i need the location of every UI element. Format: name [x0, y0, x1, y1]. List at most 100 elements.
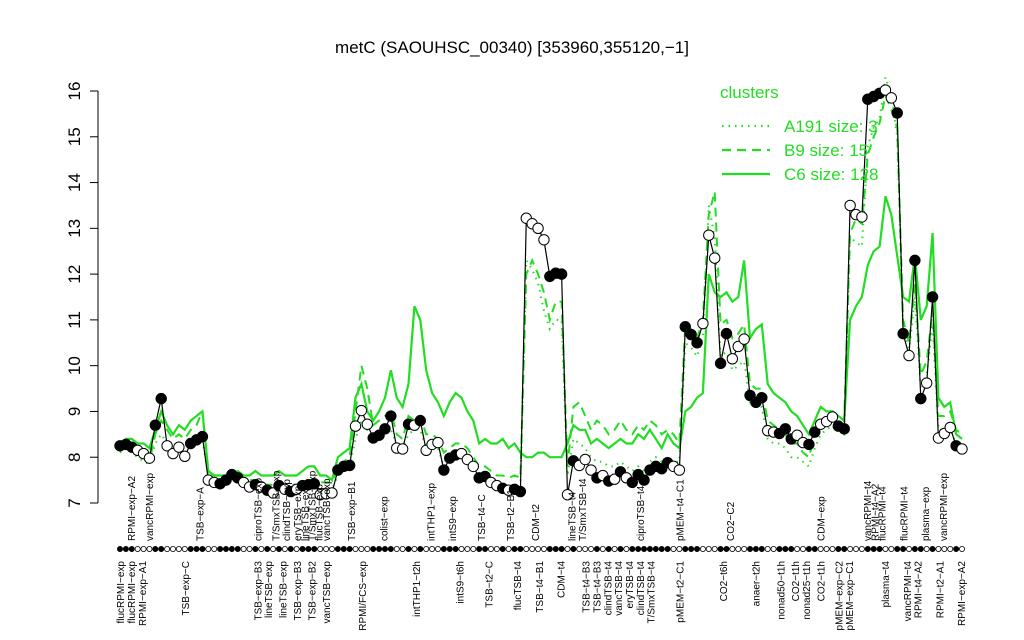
- x-label-bottom: TSB−exp−C: [181, 561, 192, 615]
- data-point: [155, 392, 167, 405]
- x-label-bottom: eryTSB−t4: [625, 561, 636, 609]
- data-point: [673, 464, 686, 476]
- x-label-bottom: lineTSB−exp: [264, 561, 275, 618]
- x-label-bottom: lineTSB−exp: [279, 561, 290, 618]
- x-label-bottom: RPMI−exp−A1: [138, 561, 149, 626]
- data-point: [343, 459, 356, 472]
- strip-dot: [853, 546, 860, 553]
- strip-dot: [593, 546, 600, 553]
- data-point: [414, 414, 426, 427]
- strip-dot: [917, 546, 924, 553]
- strip-dot: [906, 546, 913, 553]
- x-label-bottom: CO2−t1h: [791, 561, 802, 601]
- data-point: [756, 392, 768, 404]
- y-tick-label: 13: [65, 219, 84, 238]
- strip-dot: [487, 546, 494, 553]
- strip-dot: [923, 546, 930, 553]
- data-point: [638, 474, 650, 486]
- strip-dot: [164, 546, 171, 553]
- strip-dot: [470, 546, 477, 553]
- strip-dot: [829, 546, 836, 553]
- strip-dot: [122, 546, 129, 553]
- x-label-top: vancRPMI−exp: [939, 472, 950, 541]
- cluster-line-dotted: [119, 76, 963, 491]
- strip-dot: [405, 546, 412, 553]
- data-point: [467, 460, 479, 473]
- data-point: [385, 410, 397, 422]
- data-point: [161, 440, 173, 452]
- data-point: [720, 327, 733, 340]
- strip-dot: [558, 546, 565, 553]
- strip-dot: [729, 546, 736, 553]
- data-point: [308, 478, 321, 490]
- strip-dot: [140, 546, 147, 553]
- strip-dot: [741, 546, 748, 553]
- data-point: [897, 327, 909, 340]
- x-label-top: RPMI−exp−A2: [127, 476, 138, 541]
- strip-dot: [552, 546, 559, 553]
- data-point: [909, 254, 921, 267]
- data-point: [608, 473, 621, 485]
- strip-dot: [870, 546, 877, 553]
- strip-dot: [576, 546, 583, 553]
- strip-dot: [429, 546, 436, 553]
- x-axis-labels: RPMI−exp−A2 vancRPMI−exp TSB−exp−A ciproTSB…: [116, 470, 968, 630]
- strip-dot: [370, 546, 377, 553]
- strip-dot: [588, 546, 595, 553]
- data-point: [944, 421, 956, 434]
- strip-dot: [334, 546, 341, 553]
- data-point: [626, 476, 638, 489]
- strip-dot: [758, 546, 765, 553]
- strip-dot: [717, 546, 724, 553]
- data-point: [844, 199, 856, 212]
- strip-dot: [464, 546, 471, 553]
- strip-dot: [770, 546, 777, 553]
- strip-dot: [505, 546, 512, 553]
- strip-dot: [328, 546, 335, 553]
- strip-dot: [311, 546, 318, 553]
- strip-dot: [381, 546, 388, 553]
- x-label-bottom: TSB−exp−B3: [253, 561, 264, 621]
- strip-dot: [752, 546, 759, 553]
- strip-dot: [240, 546, 247, 553]
- strip-dot: [959, 546, 966, 553]
- strip-dot: [364, 546, 371, 553]
- x-label-bottom: CO2−t6h: [719, 561, 730, 601]
- strip-dot: [876, 546, 883, 553]
- strip-dot: [287, 546, 294, 553]
- strip-dot: [423, 546, 430, 553]
- x-label-bottom: TSB−t2−C: [484, 561, 495, 608]
- strip-dot: [664, 546, 671, 553]
- x-label-bottom: vancRPMI−t4: [903, 561, 914, 622]
- y-tick-label: 12: [65, 265, 84, 284]
- strip-dot: [264, 546, 271, 553]
- data-point: [926, 291, 939, 303]
- strip-dot: [705, 546, 712, 553]
- y-tick-label: 7: [65, 498, 84, 507]
- data-point: [920, 377, 933, 389]
- strip-dot: [764, 546, 771, 553]
- strip-dot: [735, 546, 742, 553]
- strip-dot: [582, 546, 589, 553]
- data-point: [915, 392, 927, 405]
- strip-dot: [152, 546, 159, 553]
- x-label-bottom: pMEM−exp−C1: [845, 561, 856, 631]
- strip-dot: [117, 546, 124, 553]
- x-label-top: intTHP1−exp: [427, 482, 438, 541]
- data-point: [903, 349, 915, 362]
- data-point: [585, 464, 597, 476]
- data-point: [179, 450, 191, 463]
- x-label-bottom: flucRPMI−exp: [116, 561, 127, 624]
- strip-dot: [805, 546, 812, 553]
- strip-dot: [417, 546, 424, 553]
- strip-dot: [635, 546, 642, 553]
- strip-dot: [570, 546, 577, 553]
- x-label-top: eryTSB−exp: [293, 485, 304, 541]
- data-point: [267, 487, 279, 499]
- strip-dot: [670, 546, 677, 553]
- data-point: [714, 357, 727, 370]
- y-tick-label: 8: [65, 452, 84, 461]
- strip-dot: [646, 546, 653, 553]
- strip-dot: [158, 546, 165, 553]
